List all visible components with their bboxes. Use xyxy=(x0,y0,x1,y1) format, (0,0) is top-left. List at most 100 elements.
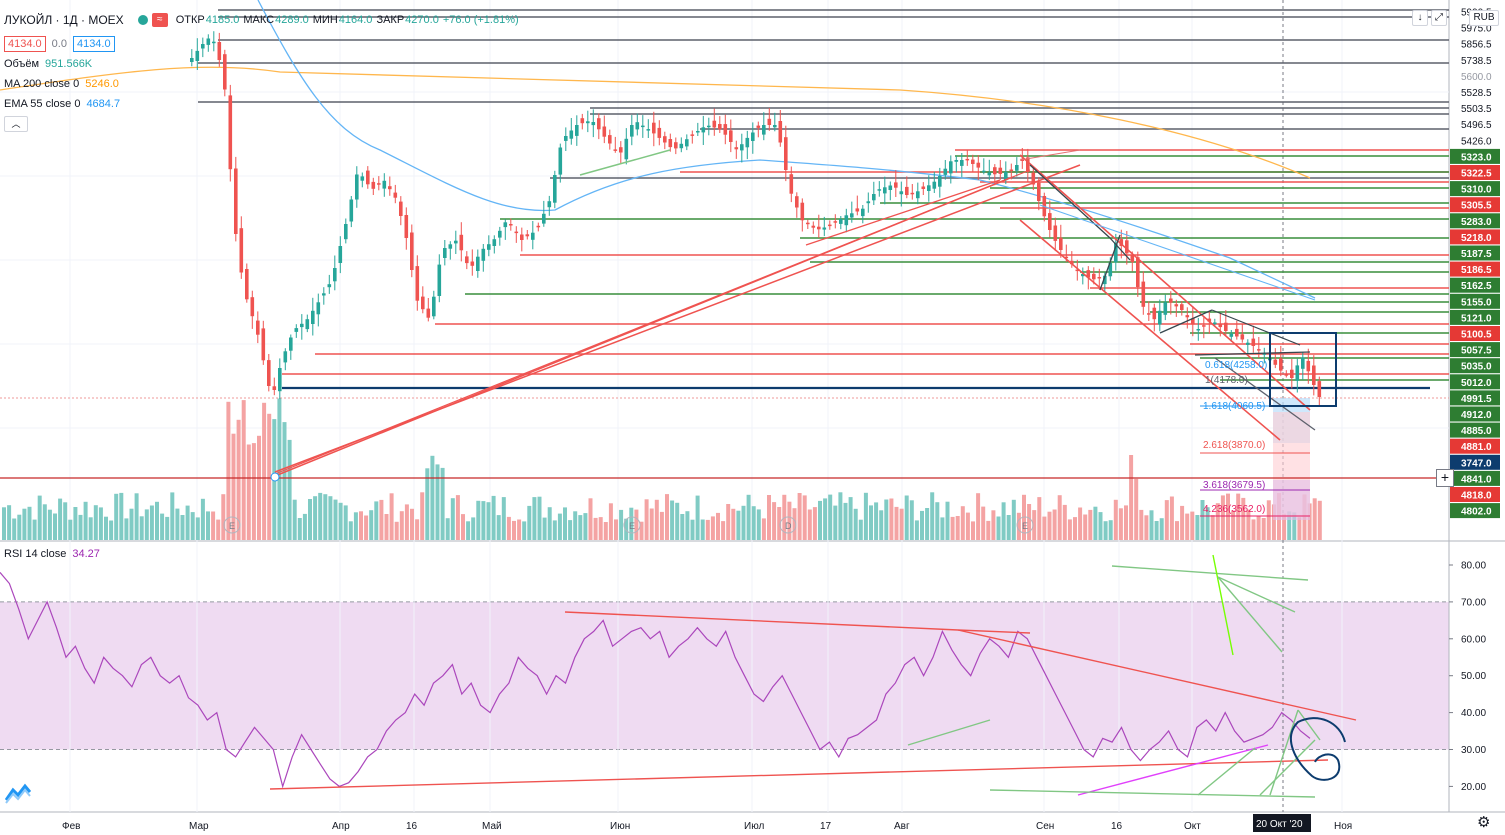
trend-line[interactable] xyxy=(1019,219,1281,441)
rsi-trend-line[interactable] xyxy=(1197,747,1256,796)
price-label-bg[interactable] xyxy=(1450,197,1500,213)
candle-body xyxy=(657,127,662,138)
price-label-bg[interactable] xyxy=(1450,245,1500,261)
symbol-interval[interactable]: 1Д xyxy=(62,13,78,27)
plus-icon[interactable]: + xyxy=(1436,469,1454,487)
price-label-bg[interactable] xyxy=(1450,84,1500,100)
price-label-bg[interactable] xyxy=(1450,213,1500,229)
bid-price[interactable]: 4134.0 xyxy=(4,36,46,52)
trend-line[interactable] xyxy=(1109,237,1131,261)
price-label-bg[interactable] xyxy=(1450,132,1500,148)
rsi-trend-line[interactable] xyxy=(1269,709,1299,796)
trend-line[interactable] xyxy=(805,179,1001,246)
collapse-legend-button[interactable]: ︿ xyxy=(4,116,28,132)
rsi-trend-line[interactable] xyxy=(269,759,1329,790)
trend-line[interactable] xyxy=(1039,204,1316,301)
trend-line[interactable] xyxy=(274,164,1081,473)
trend-line[interactable] xyxy=(579,149,671,176)
volume-bar xyxy=(517,519,522,540)
rsi-trend-line[interactable] xyxy=(1217,576,1283,653)
candle-body xyxy=(443,248,447,258)
rsi-trend-line[interactable] xyxy=(1259,739,1316,796)
arrow-down-icon[interactable]: ↓ xyxy=(1412,10,1428,26)
price-label-bg[interactable] xyxy=(1450,52,1500,68)
ask-price[interactable]: 4134.0 xyxy=(72,36,115,52)
freehand-circle[interactable] xyxy=(1289,717,1346,781)
trend-line[interactable] xyxy=(1099,234,1121,291)
price-label-bg[interactable] xyxy=(1450,422,1500,438)
volume-bar xyxy=(945,501,950,540)
rsi-trend-line[interactable] xyxy=(907,719,991,746)
rsi-trend-line[interactable] xyxy=(1212,554,1234,656)
price-label-bg[interactable] xyxy=(1450,342,1500,358)
volume-bar xyxy=(338,502,343,540)
trend-line[interactable] xyxy=(1214,357,1316,431)
price-label-bg[interactable] xyxy=(1450,309,1500,325)
volume-bar xyxy=(884,499,889,540)
price-label-bg[interactable] xyxy=(1450,68,1500,84)
price-label-bg[interactable] xyxy=(1450,229,1500,245)
rsi-trend-line[interactable] xyxy=(989,789,1316,798)
rsi-trend-line[interactable] xyxy=(957,629,1357,721)
crosshair-date-bg[interactable] xyxy=(1253,814,1311,832)
anchor-handle[interactable] xyxy=(270,472,280,482)
trend-line[interactable] xyxy=(274,169,1031,475)
price-label-bg[interactable] xyxy=(1450,470,1500,486)
volume-bar xyxy=(1236,493,1241,540)
price-label-bg[interactable] xyxy=(1450,148,1500,164)
volume-bar xyxy=(1078,507,1083,540)
price-label-bg[interactable] xyxy=(1450,116,1500,132)
candle-body xyxy=(971,159,975,164)
price-label-bg[interactable] xyxy=(1450,326,1500,341)
volume-legend[interactable]: Объём 951.566K xyxy=(4,54,523,74)
volume-bar xyxy=(996,516,1001,540)
ema55-legend[interactable]: EMA 55 close 0 4684.7 xyxy=(4,94,523,114)
price-label: 5155.0 xyxy=(1461,297,1492,308)
price-label-bg[interactable] xyxy=(1450,438,1500,454)
trend-lines[interactable] xyxy=(270,149,1337,482)
rsi-legend[interactable]: RSI 14 close 34.27 xyxy=(4,548,100,560)
trend-line[interactable] xyxy=(1019,149,1081,161)
time-axis-label: Мар xyxy=(189,821,209,832)
price-label-bg[interactable] xyxy=(1450,374,1500,390)
price-label-bg[interactable] xyxy=(1450,36,1500,52)
price-label-bg[interactable] xyxy=(1450,100,1500,116)
horizontal-lines[interactable] xyxy=(0,9,1449,479)
price-label-bg[interactable] xyxy=(1450,390,1500,406)
rsi-trend-line[interactable] xyxy=(957,629,1031,634)
trend-line[interactable] xyxy=(1159,309,1213,334)
currency-button[interactable]: RUB xyxy=(1469,10,1499,26)
fullscreen-icon[interactable]: ⤢ xyxy=(1431,10,1447,26)
highlight-rectangle[interactable] xyxy=(1269,332,1337,407)
trend-line[interactable] xyxy=(1194,351,1311,356)
price-label-bg[interactable] xyxy=(1450,277,1500,293)
rsi-drawings[interactable] xyxy=(269,554,1357,798)
trend-line[interactable] xyxy=(1019,154,1311,411)
price-label-bg[interactable] xyxy=(1450,293,1500,309)
volume-bar xyxy=(78,514,83,540)
price-label-bg[interactable] xyxy=(1450,454,1500,470)
ma200-legend[interactable]: MA 200 close 0 5246.0 xyxy=(4,74,523,94)
price-label-bg[interactable] xyxy=(1450,358,1500,374)
volume-bar xyxy=(58,498,63,540)
rsi-trend-line[interactable] xyxy=(1217,576,1296,613)
price-label-bg[interactable] xyxy=(1450,503,1500,519)
trend-line[interactable] xyxy=(1029,164,1111,239)
rsi-trend-line[interactable] xyxy=(1077,744,1269,796)
rsi-trend-line[interactable] xyxy=(1297,709,1321,741)
trend-line[interactable] xyxy=(1211,309,1301,346)
gear-icon[interactable]: ⚙ xyxy=(1477,814,1491,831)
rsi-trend-line[interactable] xyxy=(1111,565,1309,581)
symbol-name[interactable]: ЛУКОЙЛ xyxy=(4,13,53,27)
wave-icon[interactable]: ≈ xyxy=(151,13,168,27)
price-label-bg[interactable] xyxy=(1450,261,1500,277)
time-axis[interactable]: Фев Мар Апр 16 Май Июн Июл 17 Авг Сен 16 Окт Ноя 20 О… xyxy=(62,814,1352,832)
tradingview-logo-icon[interactable] xyxy=(5,782,31,804)
price-label-bg[interactable] xyxy=(1450,487,1500,502)
rsi-trend-line[interactable] xyxy=(564,611,959,631)
price-label-bg[interactable] xyxy=(1450,165,1500,180)
price-label-bg[interactable] xyxy=(1450,406,1500,422)
price-label-bg[interactable] xyxy=(1450,181,1500,197)
price-axis[interactable]: 5990.55975.05856.55738.55600.05528.55503… xyxy=(1449,4,1500,793)
